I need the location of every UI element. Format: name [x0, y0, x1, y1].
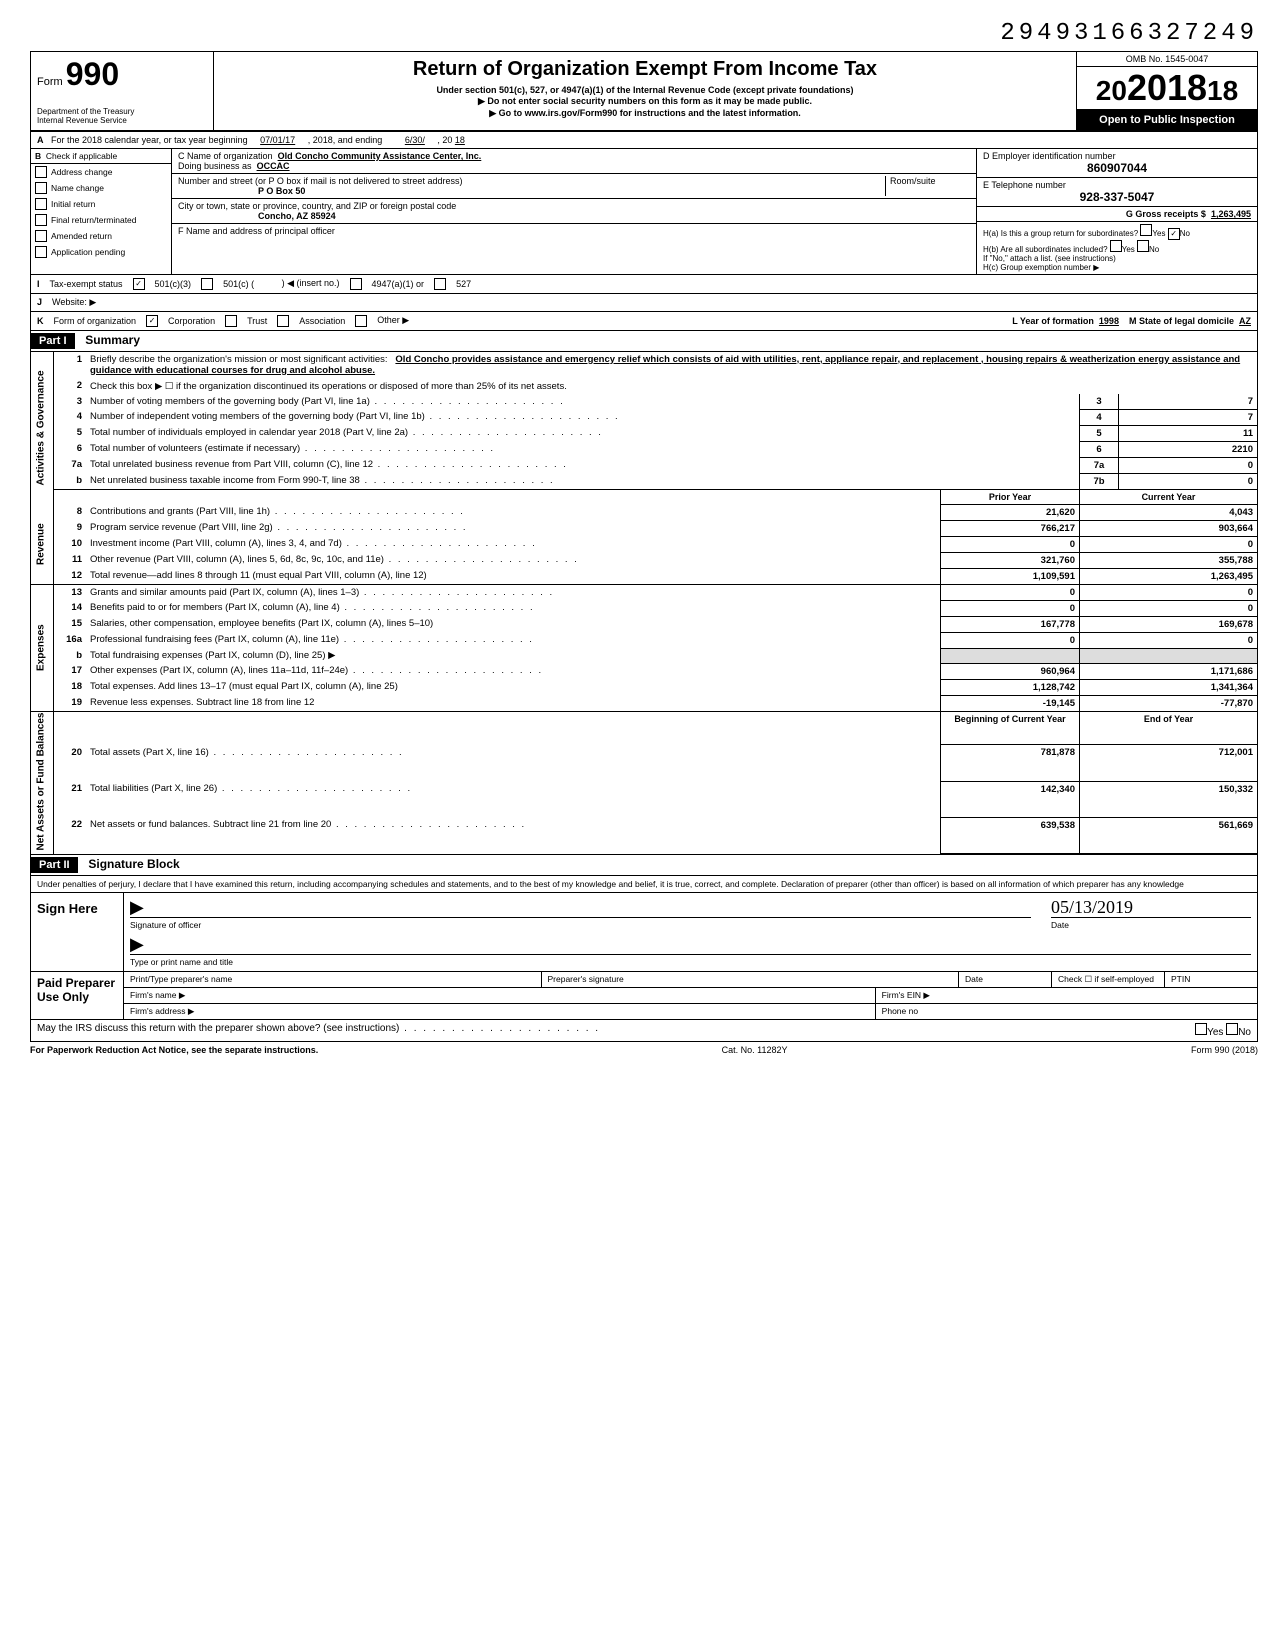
signature-block: Sign Here ▶ Signature of officer 05/13/2… [30, 893, 1258, 1020]
paid-preparer-label: Paid Preparer Use Only [31, 972, 124, 1019]
checkbox-association[interactable] [277, 315, 289, 327]
part-ii-header: Part II [31, 857, 78, 873]
form-note-1: ▶ Do not enter social security numbers o… [220, 96, 1070, 107]
checkbox-4947[interactable] [350, 278, 362, 290]
checkbox-trust[interactable] [225, 315, 237, 327]
section-bcd: B Check if applicable Address change Nam… [30, 149, 1258, 275]
checkbox-hb-no[interactable] [1137, 240, 1149, 252]
form-note-2: ▶ Go to www.irs.gov/Form990 for instruct… [220, 108, 1070, 119]
row-i-tax-status: I Tax-exempt status ✓501(c)(3) 501(c) ( … [30, 275, 1258, 294]
checkbox-amended[interactable] [35, 230, 47, 242]
checkbox-final-return[interactable] [35, 214, 47, 226]
form-title: Return of Organization Exempt From Incom… [220, 58, 1070, 81]
may-irs-row: May the IRS discuss this return with the… [30, 1020, 1258, 1042]
department-label: Department of the TreasuryInternal Reven… [37, 108, 207, 126]
netassets-side-label: Net Assets or Fund Balances [31, 711, 54, 854]
checkbox-other[interactable] [355, 315, 367, 327]
summary-table: Activities & Governance 1 Briefly descri… [31, 352, 1257, 855]
omb-number: OMB No. 1545-0047 [1077, 52, 1257, 67]
officer-name-typed[interactable]: ▶ [130, 934, 1251, 955]
part-i-title: Summary [85, 333, 140, 347]
revenue-side-label: Revenue [31, 504, 54, 584]
checkbox-ha-no[interactable]: ✓ [1168, 228, 1180, 240]
checkbox-irs-no[interactable] [1226, 1023, 1238, 1035]
checkbox-hb-yes[interactable] [1110, 240, 1122, 252]
checkbox-name-change[interactable] [35, 182, 47, 194]
part-ii-title: Signature Block [88, 857, 179, 871]
form-subtitle: Under section 501(c), 527, or 4947(a)(1)… [220, 85, 1070, 95]
top-document-number: 29493166327249 [30, 20, 1258, 47]
declaration-text: Under penalties of perjury, I declare th… [30, 876, 1258, 893]
form-label: Form 990 [37, 56, 207, 93]
open-to-public: Open to Public Inspection [1077, 110, 1257, 130]
column-b-checkboxes: B Check if applicable Address change Nam… [31, 149, 172, 274]
checkbox-corporation[interactable]: ✓ [146, 315, 158, 327]
checkbox-address-change[interactable] [35, 166, 47, 178]
checkbox-527[interactable] [434, 278, 446, 290]
checkbox-application-pending[interactable] [35, 246, 47, 258]
governance-side-label: Activities & Governance [31, 352, 54, 505]
tax-year: 20201818 [1077, 67, 1257, 110]
expenses-side-label: Expenses [31, 584, 54, 711]
checkbox-initial-return[interactable] [35, 198, 47, 210]
footer: For Paperwork Reduction Act Notice, see … [30, 1042, 1258, 1058]
part-i-header: Part I [31, 333, 75, 349]
checkbox-ha-yes[interactable] [1140, 224, 1152, 236]
checkbox-501c3[interactable]: ✓ [133, 278, 145, 290]
officer-signature[interactable]: ▶ [130, 897, 1031, 918]
checkbox-irs-yes[interactable] [1195, 1023, 1207, 1035]
signature-date[interactable]: 05/13/2019 [1051, 897, 1251, 918]
row-k-form-org: K Form of organization ✓Corporation Trus… [30, 312, 1258, 331]
column-c-org-info: C Name of organization Old Concho Commun… [172, 149, 977, 274]
sign-here-label: Sign Here [31, 893, 124, 971]
checkbox-501c[interactable] [201, 278, 213, 290]
row-a-tax-year: A For the 2018 calendar year, or tax yea… [30, 132, 1258, 149]
column-d-ein-phone: D Employer identification number86090704… [977, 149, 1257, 274]
form-header: Form 990 Department of the TreasuryInter… [30, 51, 1258, 132]
row-j-website: J Website: ▶ [30, 294, 1258, 312]
